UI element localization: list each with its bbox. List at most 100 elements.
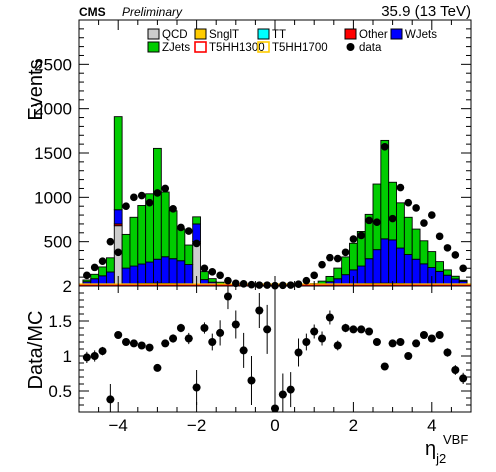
- ratio-point-17: [216, 328, 225, 337]
- data-point-9: [153, 189, 162, 197]
- data-point-41: [404, 198, 413, 207]
- ratio-point-12: [176, 324, 185, 332]
- ratio-panel: 0.5 1 1.5 2 −4 −2 0 2 4 Data/MC ηj2 VBF: [25, 277, 472, 466]
- ratio-point-11: [169, 334, 178, 343]
- ratio-point-22: [255, 306, 264, 315]
- x-axis-label-sup: VBF: [443, 432, 468, 447]
- ratio-point-28: [302, 338, 311, 346]
- bar-zjets-42: [411, 228, 421, 260]
- legend-swatch-data: [346, 43, 355, 51]
- ratio-point-27: [294, 348, 303, 357]
- ratio-point-18: [223, 292, 232, 301]
- ratio-point-43: [419, 331, 428, 339]
- ratio-point-20: [239, 346, 248, 355]
- x-tick-label: −2: [187, 416, 206, 435]
- x-tick-label: 4: [427, 416, 436, 435]
- data-point-21: [247, 280, 256, 289]
- ratio-point-37: [372, 338, 381, 346]
- legend-label: ZJets: [162, 42, 190, 54]
- data-point-40: [396, 183, 405, 192]
- ratio-point-35: [357, 325, 366, 334]
- x-axis-label: ηj2 VBF: [425, 432, 468, 466]
- data-point-25: [279, 281, 287, 290]
- legend-label: QCD: [162, 29, 188, 41]
- ratio-point-3: [106, 395, 115, 404]
- bar-wjets-5: [121, 267, 131, 285]
- x-axis-label-sub: j2: [435, 451, 446, 466]
- main-y-tick-label: 2500: [34, 55, 72, 74]
- bar-wjets-4: [113, 209, 123, 225]
- main-x-ticks: [78, 20, 472, 286]
- ratio-point-40: [396, 338, 405, 346]
- legend-swatch-zjets: [147, 41, 160, 53]
- data-point-3: [106, 237, 115, 246]
- data-point-37: [373, 218, 381, 226]
- bar-zjets-41: [403, 216, 413, 255]
- bar-wjets-35: [356, 265, 366, 285]
- data-point-46: [443, 244, 452, 252]
- ratio-point-16: [208, 338, 217, 346]
- legend-swatch-snglt: [194, 28, 207, 40]
- bar-wjets-42: [411, 258, 421, 285]
- bar-zjets-5: [121, 233, 131, 269]
- bar-zjets-4: [113, 116, 123, 211]
- bar-wjets-45: [435, 270, 445, 286]
- bar-zjets-34: [349, 242, 358, 271]
- data-point-4: [114, 248, 122, 257]
- data-point-6: [130, 193, 138, 202]
- main-y-tick-label: 1000: [34, 188, 72, 207]
- ratio-y-axis-label: Data/MC: [25, 311, 47, 390]
- ratio-point-36: [365, 327, 374, 336]
- ratio-point-26: [286, 385, 295, 394]
- data-point-29: [310, 271, 319, 280]
- bar-zjets-13: [184, 244, 194, 265]
- bar-zjets-43: [419, 240, 429, 265]
- ratio-point-13: [184, 334, 193, 343]
- ratio-point-39: [388, 339, 397, 348]
- data-point-15: [200, 264, 209, 273]
- data-point-43: [420, 219, 428, 227]
- ratio-point-8: [145, 343, 154, 352]
- bar-zjets-48: [458, 279, 468, 282]
- bar-wjets-36: [364, 258, 374, 284]
- bar-zjets-9: [153, 147, 162, 260]
- ratio-point-29: [310, 327, 319, 336]
- legend-label: TT: [272, 29, 286, 41]
- data-point-45: [435, 232, 444, 241]
- data-point-0: [83, 271, 91, 280]
- bar-zjets-40: [396, 202, 405, 249]
- legend-swatch-other: [344, 28, 357, 40]
- bar-zjets-45: [435, 261, 445, 272]
- ratio-point-32: [333, 341, 342, 350]
- bar-wjets-41: [403, 254, 413, 285]
- data-point-22: [255, 281, 264, 289]
- data-point-34: [349, 235, 358, 243]
- ratio-point-45: [435, 331, 444, 339]
- legend-swatch-t5hh1700: [257, 41, 270, 53]
- bar-zjets-0: [82, 279, 92, 283]
- x-tick-label: 0: [270, 416, 279, 435]
- ratio-point-0: [82, 353, 91, 362]
- ratio-point-46: [443, 348, 452, 357]
- ratio-point-15: [200, 324, 209, 332]
- stacked-histogram: [79, 116, 471, 287]
- data-point-44: [428, 211, 436, 219]
- bar-zjets-16: [207, 278, 217, 283]
- bar-zjets-32: [333, 267, 343, 280]
- bar-zjets-47: [450, 275, 460, 280]
- ratio-point-31: [325, 313, 334, 322]
- data-point-13: [184, 227, 193, 235]
- bar-zjets-1: [90, 273, 100, 280]
- data-point-33: [341, 248, 350, 257]
- main-y-tick-label: 1500: [34, 144, 72, 163]
- status-label: Preliminary: [122, 5, 183, 19]
- legend-swatch-wjets: [390, 28, 403, 40]
- ratio-points: [82, 286, 468, 413]
- x-tick-label: 2: [349, 416, 358, 435]
- ratio-point-38: [380, 362, 389, 371]
- data-point-23: [263, 281, 271, 289]
- x-axis-label-main: η: [425, 438, 436, 460]
- data-point-11: [169, 205, 177, 213]
- bar-zjets-15: [200, 271, 209, 281]
- legend-label: T5HH1300: [209, 42, 265, 54]
